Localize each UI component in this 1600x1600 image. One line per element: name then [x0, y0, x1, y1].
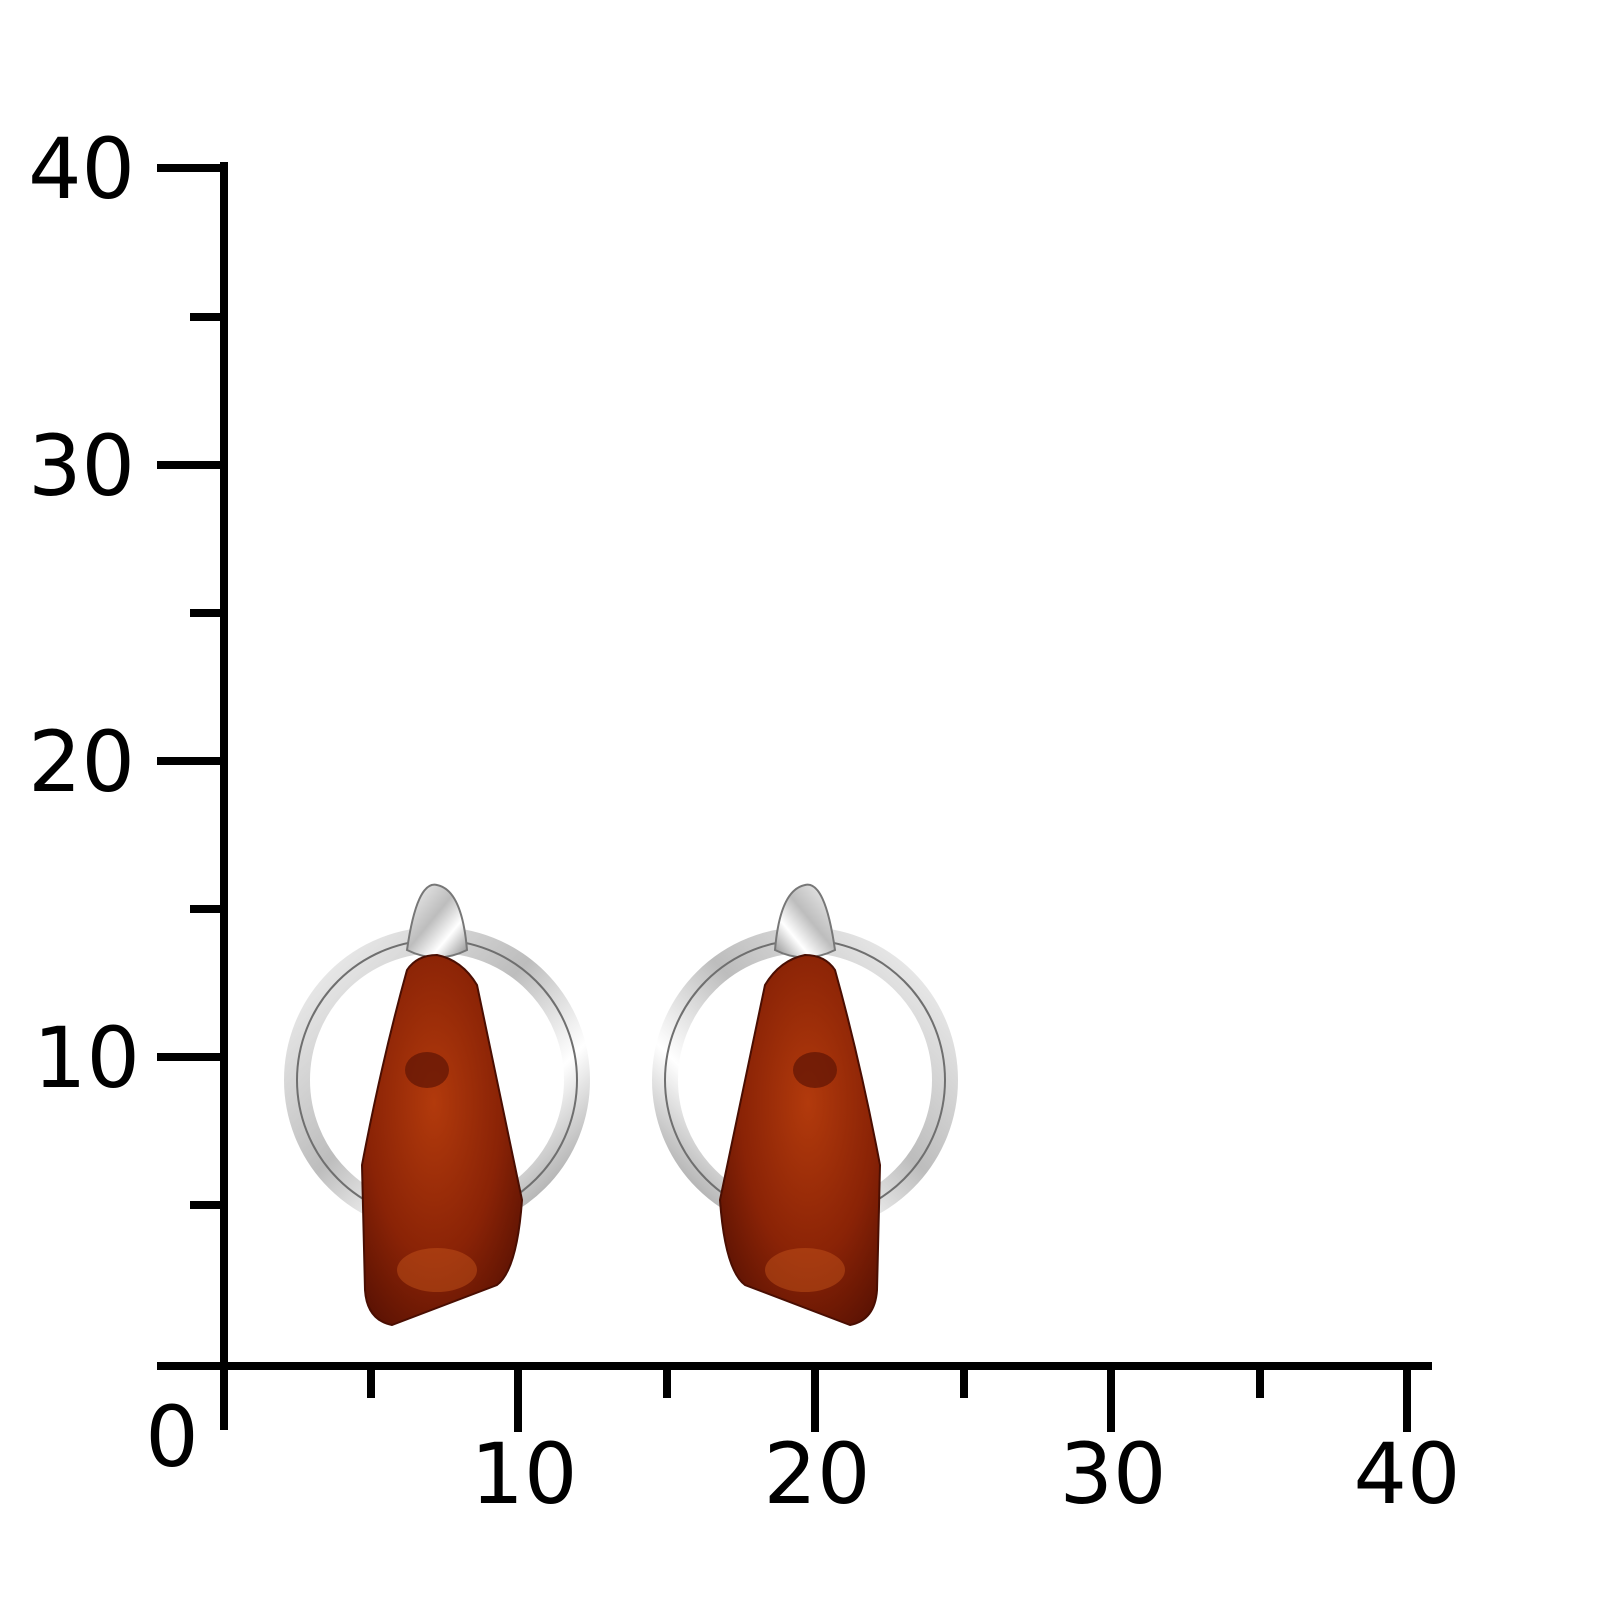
x-tick-label: 30: [1060, 1425, 1167, 1523]
y-tick-label: 10: [33, 1009, 140, 1107]
earring-left: [297, 885, 577, 1325]
origin-label: 0: [145, 1388, 198, 1486]
ruler: 40 30 20 10 0 10 20 30 40: [28, 120, 1460, 1523]
y-tick-label: 40: [28, 120, 135, 218]
x-tick-label: 40: [1354, 1425, 1461, 1523]
earring-right: [665, 885, 945, 1325]
x-tick-label: 20: [764, 1425, 871, 1523]
y-tick-label: 20: [28, 713, 135, 811]
x-tick-label: 10: [471, 1425, 578, 1523]
y-tick-label: 30: [28, 417, 135, 515]
